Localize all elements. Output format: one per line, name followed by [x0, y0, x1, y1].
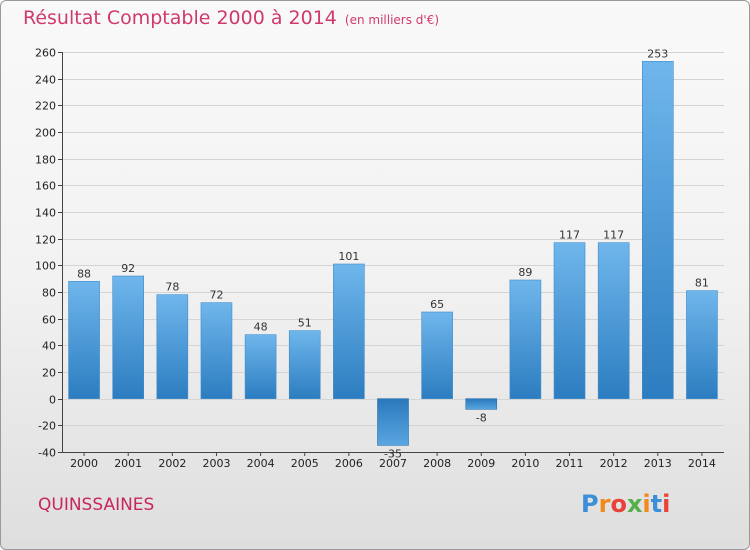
- y-tick-label: 140: [35, 207, 56, 220]
- bar-2007[interactable]: [377, 398, 409, 446]
- logo-letter: i: [642, 490, 651, 518]
- label-layer: 88 92 78 72 48 51 101 -35 65 -8 89 117 117 253 81: [77, 47, 709, 460]
- y-tick-label: 160: [35, 180, 56, 193]
- y-tick-label: 60: [42, 314, 56, 327]
- x-tick-label-2004: 2004: [247, 457, 275, 470]
- bar-2001[interactable]: [112, 275, 144, 399]
- bar-2012[interactable]: [597, 242, 630, 399]
- y-tick-label: 80: [42, 287, 56, 300]
- y-tick-label: 40: [42, 340, 56, 353]
- y-tick-label: 260: [35, 47, 56, 60]
- bar-value-label-2010: 89: [518, 266, 532, 279]
- axis-layer: -40 -20 0 20 40 60 80 100 120 140 160 180 200 220 240 2…: [35, 47, 724, 470]
- bar-2010[interactable]: [509, 279, 542, 399]
- y-tick-label: 180: [35, 154, 56, 167]
- bar-value-label-2001: 92: [121, 262, 135, 275]
- x-tick-label-2011: 2011: [556, 457, 584, 470]
- unit-label: (en milliers d'€): [344, 13, 440, 27]
- x-tick-label-2007: 2007: [379, 457, 407, 470]
- x-tick-label-2008: 2008: [423, 457, 451, 470]
- bar-value-label-2007: -35: [384, 447, 402, 460]
- y-tick-label: 240: [35, 74, 56, 87]
- bar-2013[interactable]: [641, 61, 674, 399]
- y-tick-label: 20: [42, 367, 56, 380]
- logo-letter: x: [626, 490, 643, 518]
- x-tick-label-2000: 2000: [70, 457, 98, 470]
- bar-value-label-2003: 72: [209, 289, 223, 302]
- bar-layer: [68, 61, 718, 446]
- x-tick-label-2014: 2014: [688, 457, 716, 470]
- x-tick-label-2005: 2005: [291, 457, 319, 470]
- x-tick-label-2001: 2001: [114, 457, 142, 470]
- y-tick-label: 220: [35, 100, 56, 113]
- x-tick-label-2002: 2002: [158, 457, 186, 470]
- bar-2005[interactable]: [288, 330, 321, 399]
- x-tick-label-2003: 2003: [202, 457, 230, 470]
- bar-value-label-2002: 78: [165, 281, 179, 294]
- bar-value-label-2011: 117: [559, 229, 580, 242]
- bar-2006[interactable]: [333, 263, 365, 399]
- bar-value-label-2008: 65: [430, 298, 444, 311]
- y-tick-label: -40: [38, 447, 56, 460]
- logo-letter: o: [610, 490, 627, 518]
- bar-value-label-2000: 88: [77, 267, 91, 280]
- logo-letter: P: [581, 490, 599, 518]
- bar-2004[interactable]: [244, 334, 277, 399]
- logo-letter: r: [598, 490, 611, 518]
- logo-letter: i: [662, 490, 671, 518]
- bar-2009[interactable]: [465, 398, 498, 410]
- bar-2002[interactable]: [156, 294, 189, 399]
- bar-2014[interactable]: [686, 290, 718, 399]
- logo-letter: t: [650, 490, 663, 518]
- x-tick-label-2012: 2012: [600, 457, 628, 470]
- chart-title: Résultat Comptable 2000 à 2014 (en millie…: [23, 7, 439, 29]
- y-tick-label: 120: [35, 234, 56, 247]
- y-tick-label: 0: [49, 394, 56, 407]
- y-tick-label: 200: [35, 127, 56, 140]
- bar-value-label-2004: 48: [254, 321, 268, 334]
- bar-2000[interactable]: [68, 281, 100, 399]
- x-tick-label-2009: 2009: [467, 457, 495, 470]
- y-tick-label: 100: [35, 260, 56, 273]
- bar-value-label-2013: 253: [647, 47, 668, 60]
- x-tick-label-2013: 2013: [644, 457, 672, 470]
- x-tick-label-2010: 2010: [511, 457, 539, 470]
- bar-value-label-2009: -8: [476, 411, 487, 424]
- bar-2008[interactable]: [421, 311, 453, 399]
- title-text: Résultat Comptable 2000 à 2014: [23, 7, 337, 29]
- town-name: QUINSSAINES: [38, 495, 155, 515]
- bar-value-label-2012: 117: [603, 229, 624, 242]
- bar-2003[interactable]: [200, 302, 233, 399]
- proxiti-logo[interactable]: Proxiti: [581, 490, 670, 518]
- bar-value-label-2006: 101: [338, 250, 359, 263]
- x-tick-label-2006: 2006: [335, 457, 363, 470]
- y-tick-label: -20: [38, 420, 56, 433]
- bar-2011[interactable]: [553, 242, 586, 399]
- bar-value-label-2005: 51: [298, 317, 312, 330]
- bar-value-label-2014: 81: [695, 277, 709, 290]
